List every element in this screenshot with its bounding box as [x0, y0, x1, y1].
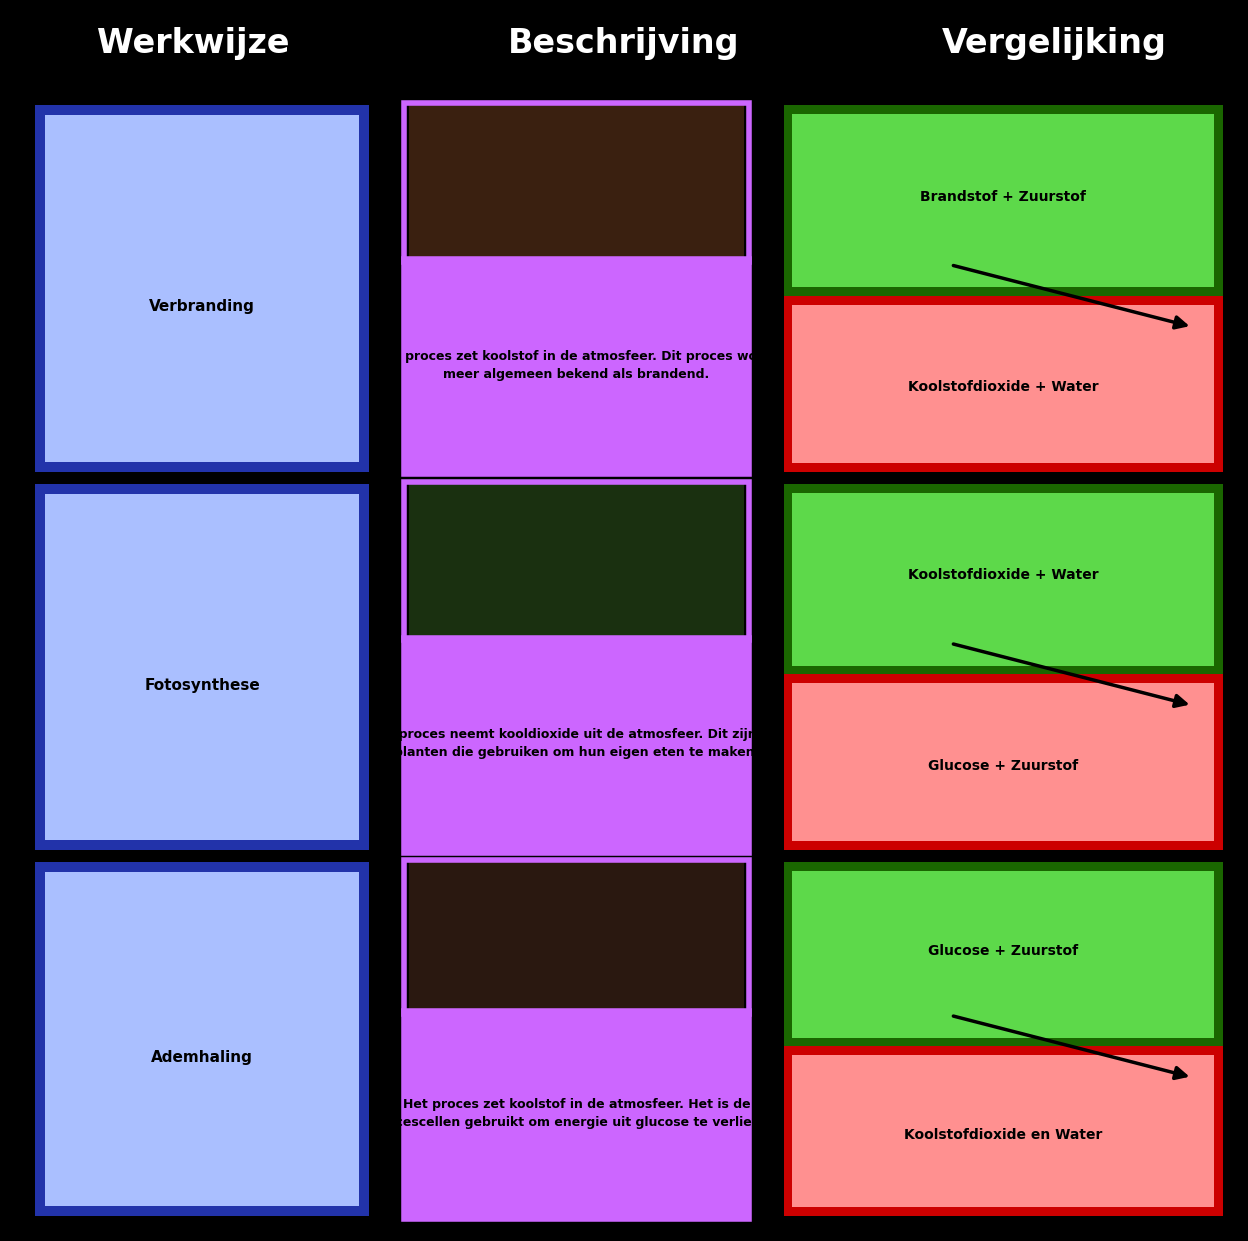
Bar	[784, 862, 1223, 1046]
Bar	[792, 683, 1214, 841]
Text: Werkwijze: Werkwijze	[97, 27, 290, 60]
Bar	[35, 484, 369, 850]
Bar	[792, 1055, 1214, 1207]
Text: Het proces zet koolstof in de atmosfeer. Dit proces wordt
meer algemeen bekend a: Het proces zet koolstof in de atmosfeer.…	[376, 350, 778, 381]
Bar	[784, 674, 1223, 850]
Bar	[404, 638, 749, 853]
Bar	[792, 493, 1214, 665]
Text: Koolstofdioxide + Water: Koolstofdioxide + Water	[909, 380, 1098, 395]
Bar	[784, 484, 1223, 674]
Bar	[35, 105, 369, 472]
Text: Verbranding: Verbranding	[150, 299, 255, 314]
Bar	[404, 103, 749, 262]
Text: Beschrijving: Beschrijving	[508, 27, 740, 60]
Bar	[409, 484, 744, 638]
Bar	[45, 872, 359, 1206]
Text: Koolstofdioxide en Water: Koolstofdioxide en Water	[905, 1128, 1102, 1142]
Bar	[404, 860, 749, 1014]
Bar	[45, 115, 359, 462]
Text: Koolstofdioxide + Water: Koolstofdioxide + Water	[909, 568, 1098, 582]
Bar	[35, 862, 369, 1216]
Bar	[409, 862, 744, 1011]
Text: Het proces zet koolstof in de atmosfeer. Het is de
procescellen gebruikt om ener: Het proces zet koolstof in de atmosfeer.…	[372, 1098, 781, 1129]
Text: Ademhaling: Ademhaling	[151, 1050, 253, 1065]
Bar	[784, 295, 1223, 472]
Bar	[404, 482, 749, 640]
Bar	[409, 105, 744, 259]
Bar	[404, 259, 749, 474]
Text: Vergelijking: Vergelijking	[942, 27, 1167, 60]
Bar	[792, 871, 1214, 1037]
Text: Glucose + Zuurstof: Glucose + Zuurstof	[929, 758, 1078, 773]
Bar	[792, 304, 1214, 463]
Text: Brandstof + Zuurstof: Brandstof + Zuurstof	[921, 190, 1086, 204]
Bar	[404, 1011, 749, 1219]
Bar	[792, 114, 1214, 287]
Text: Fotosynthese: Fotosynthese	[145, 678, 260, 692]
Bar	[404, 259, 749, 474]
Bar	[404, 1011, 749, 1219]
Text: Glucose + Zuurstof: Glucose + Zuurstof	[929, 943, 1078, 958]
Text: Dit proces neemt kooldioxide uit de atmosfeer. Dit zijn de
planten die gebruiken: Dit proces neemt kooldioxide uit de atmo…	[374, 728, 779, 759]
Bar	[404, 638, 749, 853]
Bar	[45, 494, 359, 840]
Bar	[784, 1046, 1223, 1216]
Bar	[784, 105, 1223, 295]
